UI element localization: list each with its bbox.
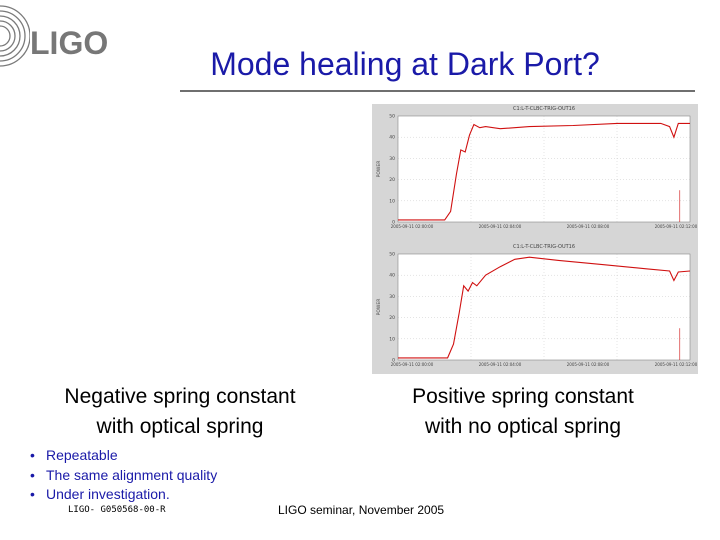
- y-tick-label: 20: [389, 177, 395, 183]
- bullet-item: Repeatable: [30, 446, 217, 466]
- caption-line: with no optical spring: [424, 415, 622, 438]
- trace-line: [398, 256, 691, 359]
- y-tick-label: 30: [389, 294, 395, 300]
- y-tick-label: 50: [389, 252, 395, 258]
- plot-frame: [397, 115, 691, 223]
- caption-line: Positive spring constant: [412, 385, 634, 408]
- x-tick-label: 2005-09-11 02:00:00: [391, 362, 434, 367]
- x-tick-label: 2005-09-11 02:04:00: [479, 224, 522, 229]
- y-tick-label: 10: [389, 198, 395, 204]
- bullet-item: The same alignment quality: [30, 466, 217, 486]
- y-axis-label: POWER: [376, 299, 382, 316]
- document-id: LIGO- G050568-00-R: [68, 505, 166, 515]
- negative-spring-caption: Negative spring constant with optical sp…: [40, 382, 320, 442]
- svg-text:LIGO: LIGO: [30, 25, 108, 61]
- y-tick-label: 40: [389, 135, 395, 141]
- plot-heading: C1:L-T-CLBC-TRIG-OUT16: [513, 244, 575, 250]
- y-tick-label: 10: [389, 336, 395, 342]
- positive-spring-caption: Positive spring constant with no optical…: [383, 382, 663, 442]
- title-divider: [180, 90, 695, 92]
- x-tick-label: 2005-09-11 02:08:00: [567, 224, 610, 229]
- caption-line: with optical spring: [96, 415, 264, 438]
- caption-line: Negative spring constant: [64, 385, 296, 408]
- plot-heading: C1:L-T-CLBC-TRIG-OUT16: [513, 106, 575, 112]
- trend-plots-image: C1:L-T-CLBC-TRIG-OUT16 50 40 30 20 10 0 POWER 20…: [372, 104, 698, 374]
- y-tick-label: 30: [389, 156, 395, 162]
- slide-title: Mode healing at Dark Port?: [210, 46, 600, 82]
- y-tick-label: 0: [392, 358, 395, 364]
- trace-line: [398, 122, 690, 221]
- bullet-list: Repeatable The same alignment quality Un…: [30, 446, 217, 505]
- ligo-logo: LIGO: [0, 5, 108, 67]
- x-tick-label: 2005-09-11 02:00:00: [391, 224, 434, 229]
- x-tick-label: 2005-09-11 02:08:00: [567, 362, 610, 367]
- y-tick-label: 0: [392, 220, 395, 226]
- x-tick-label: 2005-09-11 02:04:00: [479, 362, 522, 367]
- y-tick-label: 40: [389, 273, 395, 279]
- y-tick-label: 20: [389, 315, 395, 321]
- x-tick-label: 2005-09-11 02:12:00: [655, 362, 698, 367]
- x-tick-label: 2005-09-11 02:12:00: [655, 224, 698, 229]
- y-axis-label: POWER: [376, 161, 382, 178]
- bullet-item: Under investigation.: [30, 485, 217, 505]
- y-tick-label: 50: [389, 114, 395, 120]
- footer-caption: LIGO seminar, November 2005: [278, 503, 445, 517]
